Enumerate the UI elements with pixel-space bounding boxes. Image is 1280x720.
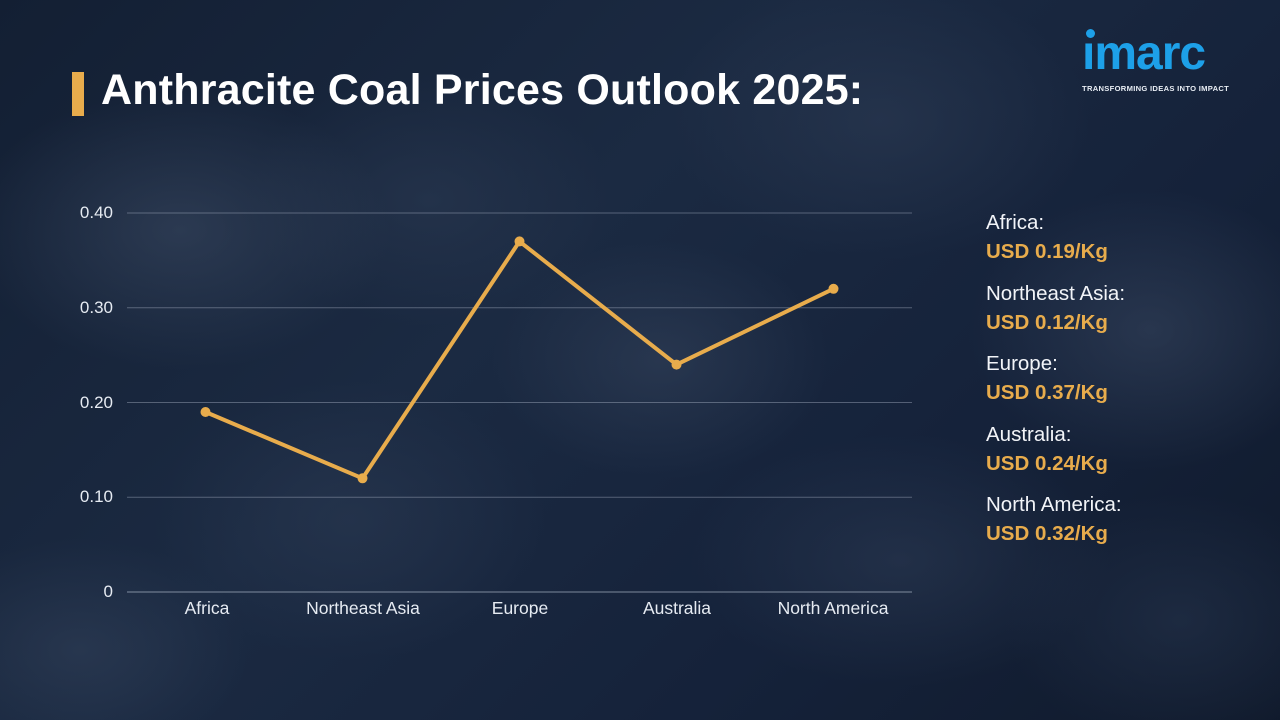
chart-plot-area [127,212,912,593]
logo-text: ımarc [1082,27,1206,80]
logo-wordmark: ımarc [1082,27,1247,80]
x-tick-label: Africa [184,598,230,618]
data-point-marker [357,473,368,484]
y-tick-label: 0.30 [79,298,113,317]
legend-price: USD 0.37/Kg [986,381,1108,404]
legend-price: USD 0.12/Kg [986,310,1108,334]
legend-region: North America: [986,493,1122,516]
legend-item-north-america: North America: USD 0.32/Kg [986,490,1125,548]
price-legend: Africa: USD 0.19/Kg Northeast Asia: USD … [986,208,1125,561]
x-tick-label: Northeast Asia [306,598,420,618]
legend-region: Northeast Asia: [986,281,1126,305]
legend-item-africa: Africa: USD 0.19/Kg [986,208,1125,266]
logo-dot-icon [1086,29,1095,38]
x-tick-label: North America [777,598,889,618]
page-title: Anthracite Coal Prices Outlook 2025: [101,66,864,114]
x-tick-label: Australia [642,598,712,618]
legend-item-europe: Europe: USD 0.37/Kg [986,349,1125,407]
legend-region: Australia: [986,422,1072,446]
y-tick-label: 0.20 [79,393,113,412]
y-tick-label: 0.40 [79,203,113,222]
y-tick-label: 0.10 [79,487,113,506]
legend-region: Africa: [986,211,1045,234]
legend-price: USD 0.32/Kg [986,522,1108,545]
data-point-marker [828,283,839,294]
data-point-marker [514,236,525,247]
x-tick-label: Europe [491,598,549,618]
data-point-marker [671,359,682,370]
price-line [203,239,836,481]
legend-price: USD 0.19/Kg [986,240,1108,263]
data-markers [200,236,839,484]
y-tick-label: 0 [103,582,113,601]
logo-tagline: TRANSFORMING IDEAS INTO IMPACT [1082,84,1230,93]
legend-region: Europe: [986,352,1058,375]
data-point-marker [200,406,211,417]
legend-price: USD 0.24/Kg [986,451,1108,475]
gridlines [127,212,912,593]
legend-item-northeast-asia: Northeast Asia: USD 0.12/Kg [986,279,1125,337]
imarc-logo: ımarc TRANSFORMING IDEAS INTO IMPACT [1082,27,1247,93]
line-chart: 0 0.10 0.20 0.30 0.40 Africa Northeast A… [79,203,912,618]
title-accent-bar [72,72,84,116]
legend-item-australia: Australia: USD 0.24/Kg [986,420,1125,478]
